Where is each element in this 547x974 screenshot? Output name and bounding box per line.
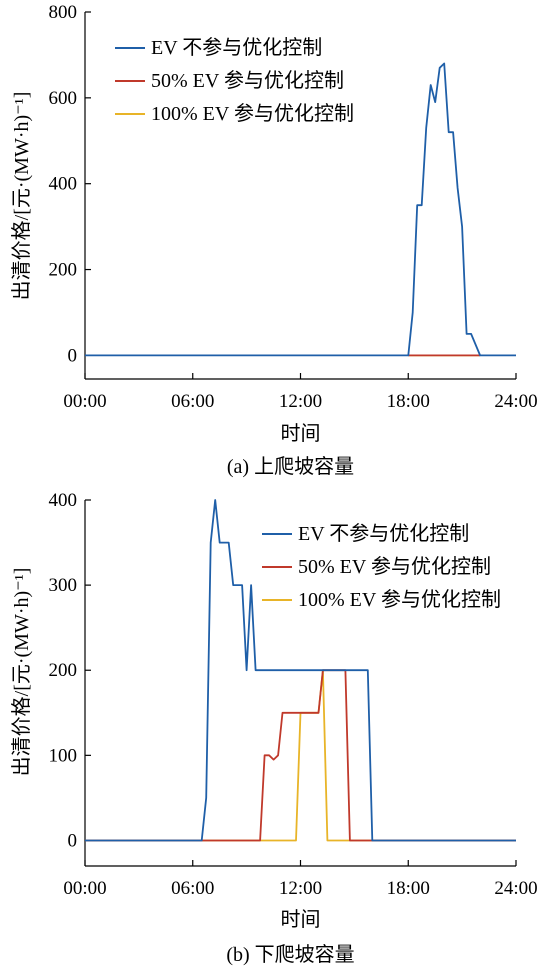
series-line <box>85 669 516 842</box>
chart-a: 0 200 400 600 800 00:00 06:00 12:00 18:00 24:00 时间… <box>10 2 538 478</box>
legend-label: EV 不参与优化控制 <box>298 522 469 545</box>
x-tick-label: 24:00 <box>494 878 537 899</box>
y-tick-label: 300 <box>49 575 78 596</box>
x-axis-title: 时间 <box>281 422 321 445</box>
x-axis-title: 时间 <box>281 908 321 931</box>
y-tick-label: 800 <box>49 2 78 23</box>
y-tick-label: 200 <box>49 660 78 681</box>
x-tick-label: 06:00 <box>171 391 214 412</box>
chart-caption: (a) 上爬坡容量 <box>227 455 354 478</box>
x-tick-label: 24:00 <box>494 391 537 412</box>
legend-label: 100% EV 参与优化控制 <box>298 588 501 611</box>
series-line <box>85 62 516 357</box>
y-axis-title: 出清价格/[元·(MW·h)⁻¹] <box>10 92 33 301</box>
legend-label: 100% EV 参与优化控制 <box>151 102 354 125</box>
legend-label: 50% EV 参与优化控制 <box>151 69 344 92</box>
legend-label: EV 不参与优化控制 <box>151 36 322 59</box>
x-tick-label: 00:00 <box>63 878 106 899</box>
series-line <box>85 499 516 842</box>
x-tick-label: 18:00 <box>387 878 430 899</box>
y-tick-label: 400 <box>49 174 78 195</box>
series-line <box>85 669 516 842</box>
y-tick-label: 200 <box>49 260 78 281</box>
x-tick-label: 18:00 <box>387 391 430 412</box>
y-tick-label: 0 <box>68 830 78 851</box>
y-tick-label: 600 <box>49 88 78 109</box>
chart-b: 0 100 200 300 400 00:00 06:00 12:00 18:00 24:00 时间… <box>10 490 538 966</box>
x-tick-label: 06:00 <box>171 878 214 899</box>
y-tick-label: 0 <box>68 345 78 366</box>
x-tick-label: 12:00 <box>279 878 322 899</box>
y-tick-label: 400 <box>49 490 78 511</box>
chart-caption: (b) 下爬坡容量 <box>226 943 354 966</box>
y-tick-label: 100 <box>49 745 78 766</box>
y-axis-title: 出清价格/[元·(MW·h)⁻¹] <box>10 568 33 777</box>
x-tick-label: 00:00 <box>63 391 106 412</box>
legend-label: 50% EV 参与优化控制 <box>298 555 491 578</box>
x-tick-label: 12:00 <box>279 391 322 412</box>
